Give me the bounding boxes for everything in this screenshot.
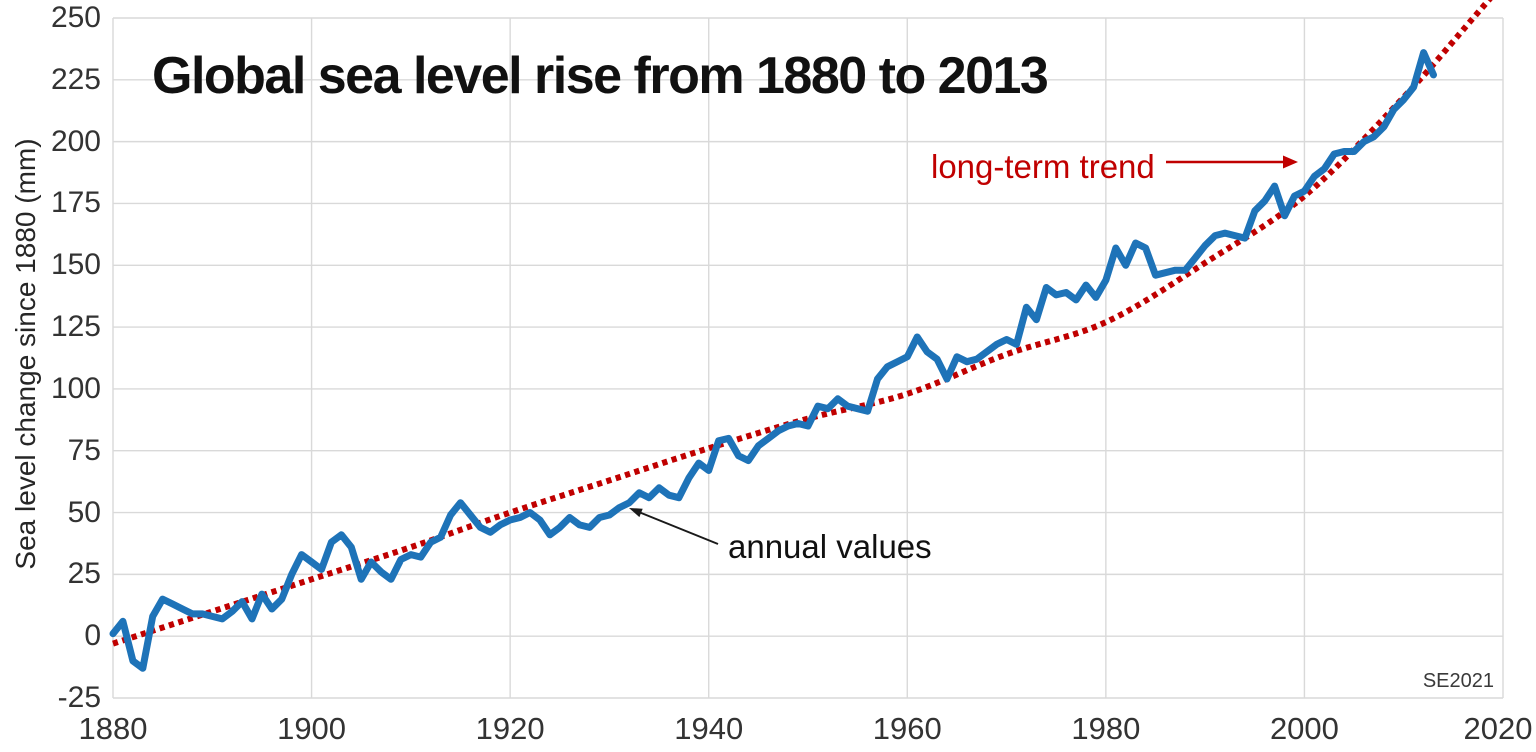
y-tick-label: 175 [50,186,101,220]
y-tick-label: 75 [67,433,101,467]
y-tick-label: 0 [84,619,101,653]
y-tick-label: 125 [50,310,101,344]
y-tick-label: 50 [67,495,101,529]
chart-title: Global sea level rise from 1880 to 2013 [152,47,1049,105]
y-tick-label: 225 [50,62,101,96]
y-tick-label: 200 [50,124,101,158]
y-tick-label: -25 [57,681,101,714]
annual-values-arrowhead [629,508,643,518]
y-tick-label: 250 [50,1,101,34]
annual-values-arrow [639,511,719,545]
watermark-text: SE2021 [1422,670,1494,692]
x-tick-label: 1980 [1071,711,1141,746]
x-tick-label: 2000 [1269,711,1339,746]
x-tick-label: 2020 [1463,711,1533,746]
y-tick-label: 25 [67,557,101,591]
x-tick-label: 1920 [475,711,545,746]
x-tick-label: 1940 [674,711,744,746]
x-tick-label: 1900 [277,711,347,746]
trend-arrowhead [1283,155,1298,169]
y-tick-label: 150 [50,248,101,282]
x-tick-label: 1880 [78,711,148,746]
annual-values-label: annual values [728,528,932,565]
x-tick-label: 1960 [872,711,942,746]
annual-values-line [109,49,1437,672]
y-tick-label: 100 [50,371,101,405]
trend-label: long-term trend [931,148,1155,185]
